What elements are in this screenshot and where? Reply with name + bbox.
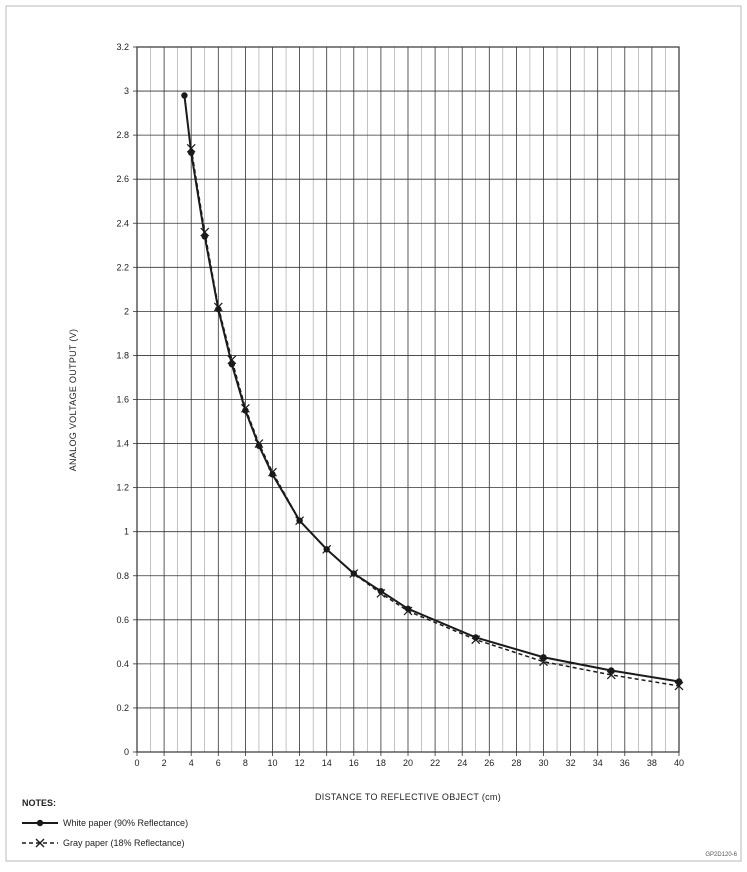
data-point-stroke [322, 544, 332, 554]
data-point-stroke [186, 143, 196, 153]
x-axis-label: DISTANCE TO REFLECTIVE OBJECT (cm) [315, 792, 501, 802]
y-tick-label: 0.8 [116, 571, 129, 581]
data-point-stroke [349, 569, 359, 578]
data-point [471, 635, 481, 645]
data-point [200, 227, 210, 237]
data-point [268, 467, 277, 477]
y-tick-label: 3 [124, 86, 129, 96]
data-point [540, 654, 547, 661]
y-tick-label: 1.4 [116, 439, 129, 449]
x-tick-label: 36 [620, 758, 630, 768]
x-tick-label: 32 [566, 758, 576, 768]
data-point [228, 361, 236, 368]
y-tick-label: 0.6 [116, 615, 129, 625]
data-point [254, 439, 264, 448]
x-tick-label: 14 [322, 758, 332, 768]
figure-id: GP2D120-6 [705, 852, 737, 858]
y-tick-label: 0.4 [116, 659, 129, 669]
data-point [376, 588, 386, 598]
x-tick-label: 38 [647, 758, 657, 768]
data-point-stroke [539, 657, 548, 667]
data-point [188, 149, 195, 156]
notes-title: NOTES: [22, 798, 56, 808]
y-tick-label: 2.4 [116, 218, 129, 228]
legend-entry-white-paper: White paper (90% Reflectance) [22, 818, 188, 828]
x-tick-label: 26 [484, 758, 494, 768]
x-tick-label: 40 [674, 758, 684, 768]
grid-lines [136, 46, 680, 753]
x-tick-labels: 0 2 4 6 8 10 12 14 16 18 20 22 24 26 28 30 32 34 36 38 40 [134, 758, 684, 768]
data-point [186, 143, 196, 153]
legend-marker-white-paper [36, 819, 44, 827]
y-tick-label: 2.6 [116, 174, 129, 184]
y-tick-label: 1.8 [116, 350, 129, 360]
y-tick-label: 2.2 [116, 262, 129, 272]
y-axis-label: ANALOG VOLTAGE OUTPUT (V) [68, 329, 78, 472]
y-tick-label: 3.2 [116, 42, 129, 52]
data-point [675, 678, 683, 685]
x-tick-label: 12 [295, 758, 305, 768]
legend-label-gray-paper: Gray paper (18% Reflectance) [63, 838, 185, 848]
plot-border [136, 46, 680, 753]
legend: NOTES: White paper (90% Reflectance) Gra… [22, 798, 188, 848]
data-point-stroke [213, 302, 223, 312]
x-tick-label: 2 [162, 758, 167, 768]
data-point [255, 442, 263, 449]
y-tick-label: 2 [124, 306, 129, 316]
data-point [295, 516, 305, 526]
y-tick-label: 1.6 [116, 395, 129, 405]
legend-label-white-paper: White paper (90% Reflectance) [63, 818, 188, 828]
legend-marker-gray-paper [35, 838, 45, 848]
x-tick-label: 30 [538, 758, 548, 768]
x-tick-label: 0 [134, 758, 139, 768]
x-tick-label: 22 [430, 758, 440, 768]
y-tick-label: 2.8 [116, 130, 129, 140]
x-tick-label: 24 [457, 758, 467, 768]
data-point [539, 657, 548, 667]
data-point-stroke [227, 355, 237, 365]
figure-frame [5, 5, 742, 862]
y-tick-label: 1 [124, 527, 129, 537]
data-point-stroke [403, 606, 413, 616]
x-tick-label: 16 [349, 758, 359, 768]
data-point [181, 92, 188, 99]
y-tick-labels: 0 0.2 0.4 0.6 0.8 1 1.2 1.4 1.6 1.8 2 2.2 2.4 2.6 2.8 3… [116, 42, 129, 757]
x-tick-label: 6 [216, 758, 221, 768]
data-point [349, 569, 359, 578]
x-tick-label: 20 [403, 758, 413, 768]
y-tick-label: 0 [124, 747, 129, 757]
data-series [181, 92, 684, 691]
data-point-stroke [268, 467, 277, 477]
data-point [227, 355, 237, 365]
data-point [606, 670, 616, 680]
legend-entry-gray-paper: Gray paper (18% Reflectance) [22, 838, 185, 848]
x-tick-label: 10 [267, 758, 277, 768]
data-point-stroke [240, 403, 250, 413]
data-point [674, 681, 684, 691]
x-tick-label: 34 [593, 758, 603, 768]
data-point [322, 544, 332, 554]
x-tick-label: 18 [376, 758, 386, 768]
data-point-stroke [376, 588, 386, 598]
data-point-stroke [471, 635, 481, 645]
data-point-stroke [295, 516, 305, 526]
y-tick-label: 0.2 [116, 703, 129, 713]
data-point [608, 667, 615, 674]
data-point [403, 606, 413, 616]
data-point-stroke [674, 681, 684, 691]
data-point-stroke [254, 439, 264, 448]
y-tick-label: 1.2 [116, 483, 129, 493]
x-tick-label: 28 [511, 758, 521, 768]
data-point [404, 605, 412, 612]
x-tick-label: 8 [243, 758, 248, 768]
x-tick-label: 4 [189, 758, 194, 768]
data-point-stroke [200, 227, 210, 237]
axes [133, 46, 680, 756]
series-gray-paper [186, 143, 684, 691]
data-point-stroke [606, 670, 616, 680]
data-point [213, 302, 223, 312]
data-point [240, 403, 250, 413]
